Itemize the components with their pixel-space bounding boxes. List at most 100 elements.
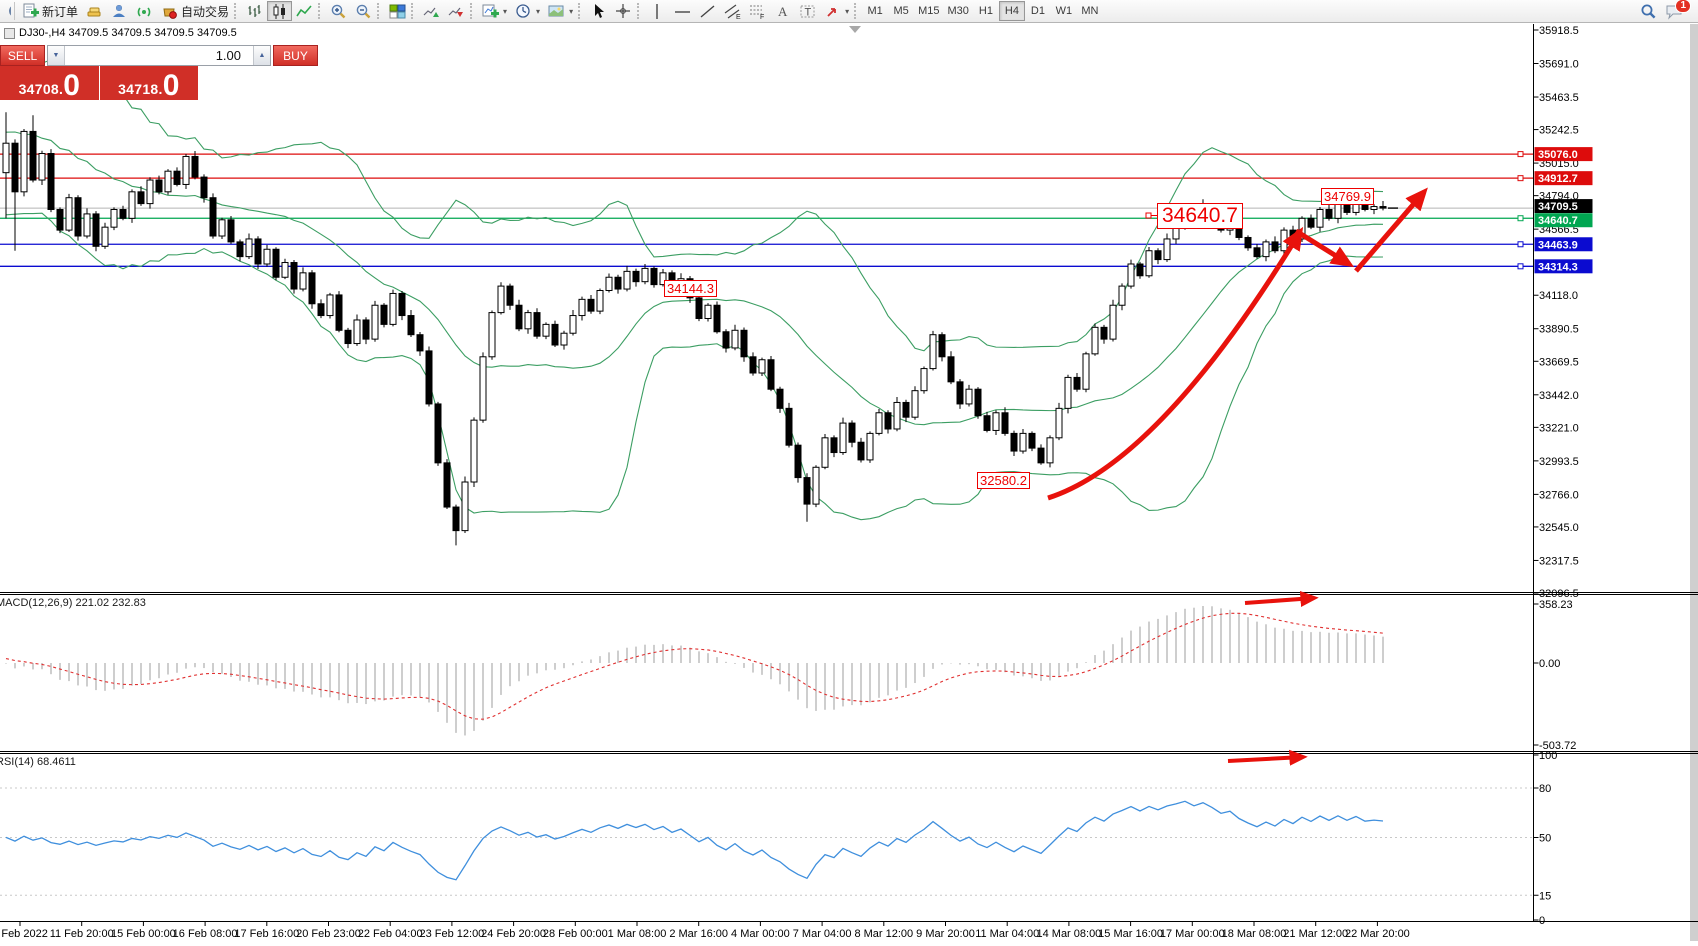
arrows-button[interactable]: ▾ <box>820 1 853 21</box>
new-order-button[interactable]: 新订单 <box>18 1 82 21</box>
sell-button[interactable]: SELL <box>0 45 45 66</box>
price-annotation[interactable]: 32580.2 <box>977 472 1030 489</box>
timeframe-button-W1[interactable]: W1 <box>1051 1 1077 21</box>
candle <box>479 356 487 421</box>
zoom-out-button[interactable] <box>351 1 376 21</box>
text-label-button[interactable]: T <box>795 1 820 21</box>
vertical-line-button[interactable] <box>645 1 670 21</box>
candle <box>551 323 559 346</box>
candle <box>1064 376 1072 409</box>
timeframe-button-H4[interactable]: H4 <box>998 1 1025 21</box>
price-badge-label: 35076.0 <box>1538 149 1578 161</box>
trend-arrow-rsi-direction[interactable] <box>1227 749 1308 766</box>
fibonacci-icon: F <box>750 5 764 20</box>
search-icon <box>1641 4 1656 18</box>
candle <box>929 334 937 370</box>
candle <box>1334 203 1342 219</box>
timeframe-button-MN[interactable]: MN <box>1077 1 1103 21</box>
candle <box>56 208 64 231</box>
trend-arrow-macd-direction[interactable] <box>1244 591 1319 607</box>
new-order-icon <box>23 3 39 17</box>
periods-button[interactable]: ▾ <box>511 1 544 21</box>
timeframe-button-M30[interactable]: M30 <box>944 1 973 21</box>
search-button[interactable] <box>1636 1 1661 21</box>
add-indicator-icon <box>482 4 500 17</box>
notifications-button[interactable]: 1 <box>1661 0 1691 21</box>
tile-windows-button[interactable] <box>385 1 410 21</box>
price-badge-label: 34640.7 <box>1538 215 1578 227</box>
trend-arrow-trend-up-continuation[interactable] <box>1354 187 1428 273</box>
timeframe-button-M1[interactable]: M1 <box>862 1 888 21</box>
wallet-button[interactable] <box>82 1 107 21</box>
macd-tick-label: 0.00 <box>1539 658 1560 670</box>
candle <box>1001 412 1009 434</box>
candle <box>1271 241 1279 252</box>
price-tick-label: 35918.5 <box>1539 25 1579 37</box>
community-button[interactable] <box>107 1 132 21</box>
candle <box>299 272 307 290</box>
signals-button[interactable] <box>132 1 157 21</box>
timeframe-button-H1[interactable]: H1 <box>973 1 999 21</box>
trend-arrow-pullback-down[interactable] <box>1294 228 1355 268</box>
price-annotation[interactable]: 34144.3 <box>664 280 717 297</box>
candle <box>290 262 298 290</box>
text-a-icon: A <box>778 4 788 19</box>
timeframe-button-M15[interactable]: M15 <box>914 1 943 21</box>
chart-shift-marker[interactable] <box>849 26 861 33</box>
time-tick-label: 4 Mar 00:00 <box>731 928 790 940</box>
price-annotation[interactable]: 34769.9 <box>1321 188 1374 205</box>
candle <box>614 276 622 290</box>
buy-price[interactable]: 34718. 0 <box>99 66 198 101</box>
one-click-trading-panel: SELL ▼ ▲ BUY 34708.0 34718.0 <box>0 45 318 101</box>
zoom-in-button[interactable] <box>326 1 351 21</box>
trend-arrow-trend-up-major[interactable] <box>1047 226 1304 501</box>
candle <box>434 403 442 464</box>
timeframe-button-D1[interactable]: D1 <box>1025 1 1051 21</box>
sell-price[interactable]: 34708. 0 <box>0 66 99 101</box>
candle <box>812 466 820 505</box>
volume-input[interactable] <box>65 46 253 65</box>
candle <box>1127 263 1135 287</box>
candle <box>569 315 577 334</box>
indicators-button[interactable]: ▾ <box>478 1 511 21</box>
trendline-button[interactable] <box>695 1 720 21</box>
cursor-button[interactable] <box>586 1 611 21</box>
volume-up-button[interactable]: ▲ <box>253 46 270 65</box>
autotrading-button[interactable]: 自动交易 <box>157 1 233 21</box>
horizontal-line-button[interactable] <box>670 1 695 21</box>
line-chart-button[interactable] <box>292 1 317 21</box>
chart-background <box>0 24 1698 946</box>
candle <box>281 262 289 278</box>
candle <box>1118 285 1126 306</box>
candlestick-chart-button[interactable] <box>267 1 293 21</box>
candle <box>461 481 469 532</box>
candle <box>416 334 424 352</box>
candle <box>1370 206 1378 210</box>
timeframe-button-M5[interactable]: M5 <box>888 1 914 21</box>
bar-chart-button[interactable] <box>242 1 267 21</box>
volume-down-button[interactable]: ▼ <box>48 46 65 65</box>
time-tick-label: 1 Mar 08:00 <box>608 928 667 940</box>
candle <box>641 267 649 283</box>
candle <box>659 272 667 286</box>
crosshair-button[interactable] <box>611 1 636 21</box>
svg-text:A: A <box>778 4 788 19</box>
buy-button[interactable]: BUY <box>273 45 318 66</box>
candle <box>560 332 568 346</box>
candle <box>794 444 802 479</box>
candle <box>398 292 406 317</box>
candle <box>425 350 433 405</box>
auto-scroll-button[interactable] <box>419 1 444 21</box>
equidistant-channel-button[interactable]: E <box>720 1 745 21</box>
macd-signal-line <box>5 612 1384 720</box>
text-button[interactable]: A <box>770 1 795 21</box>
templates-button[interactable]: ▾ <box>544 1 577 21</box>
chart-shift-button[interactable] <box>444 1 469 21</box>
fibonacci-button[interactable]: F <box>745 1 770 21</box>
candle <box>848 422 856 443</box>
bollinger-upper-band <box>5 48 1384 352</box>
candle <box>218 219 226 237</box>
price-annotation[interactable]: 34640.7 <box>1157 203 1243 229</box>
candle <box>533 312 541 337</box>
